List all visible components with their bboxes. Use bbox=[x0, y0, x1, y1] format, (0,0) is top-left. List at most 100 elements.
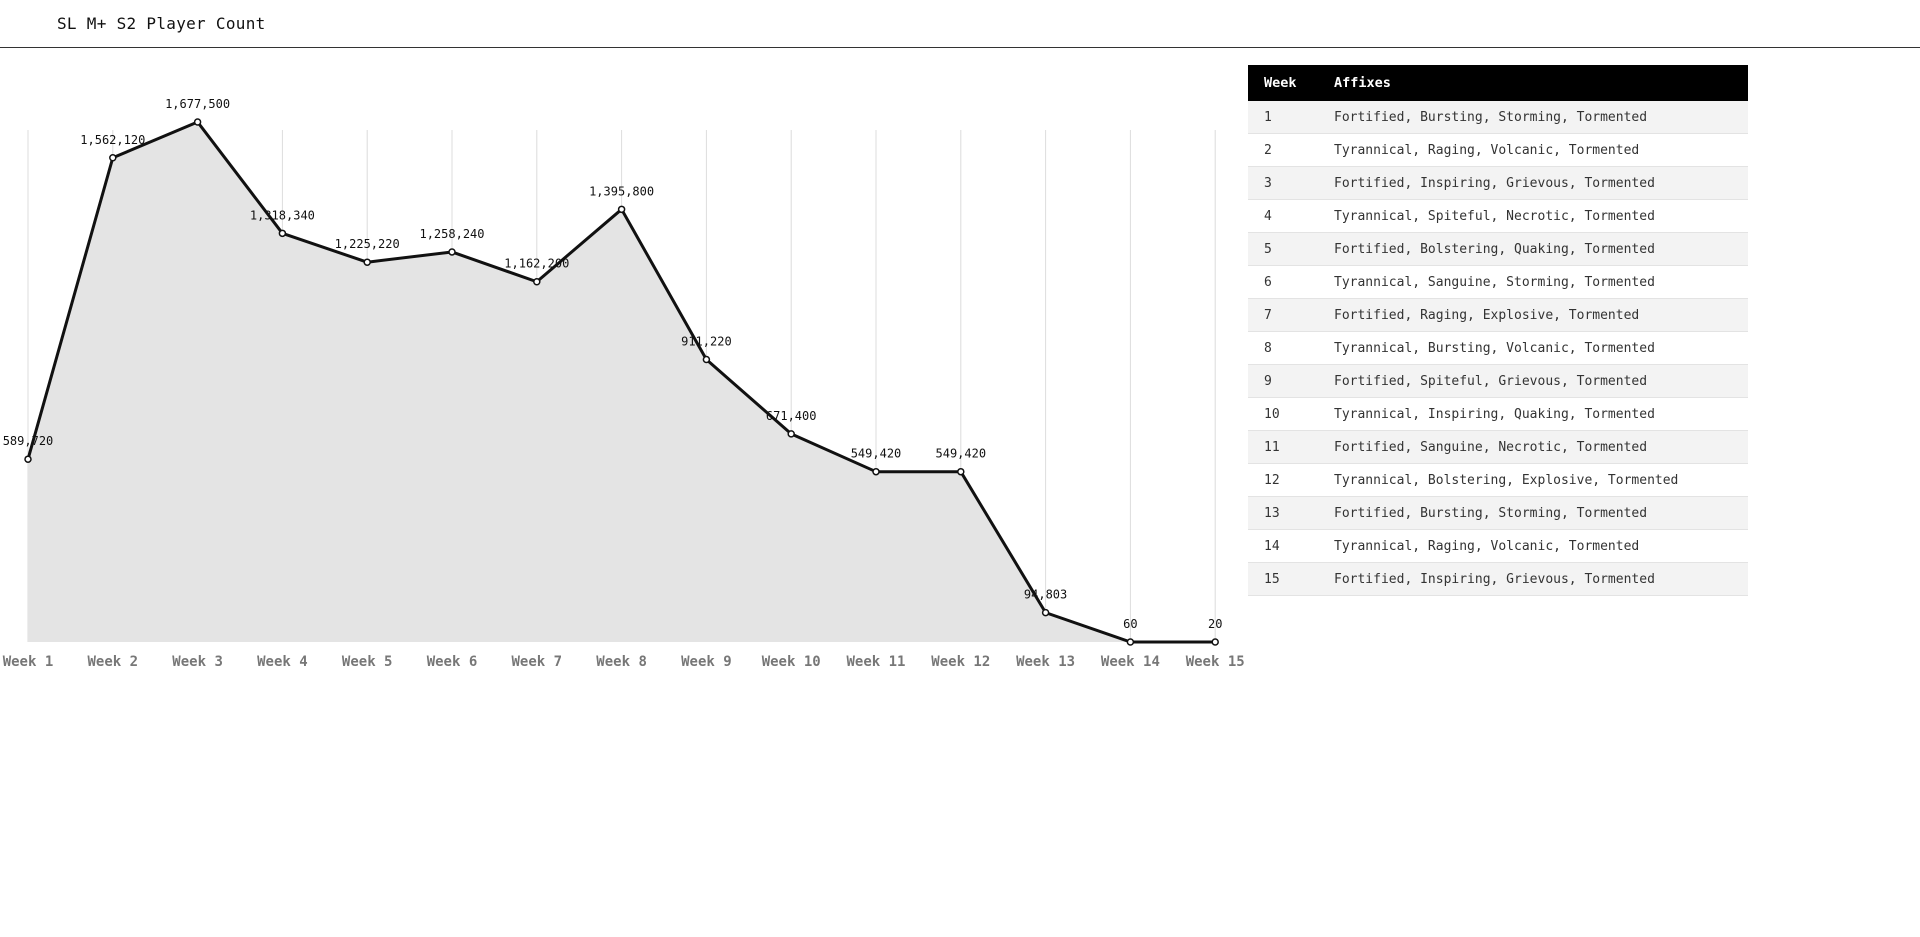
week-cell: 9 bbox=[1248, 364, 1334, 398]
data-point bbox=[702, 355, 711, 364]
chart-svg: 589,720 1,562,120 1,677,500 1,318,340 1,225,… bbox=[3, 97, 1245, 670]
x-tick-label: Week 2 bbox=[88, 654, 139, 670]
data-label: 94,803 bbox=[1024, 588, 1067, 602]
table-row: 11 Fortified, Sanguine, Necrotic, Torment… bbox=[1248, 430, 1748, 464]
affixes-cell: Fortified, Spiteful, Grievous, Tormented bbox=[1334, 364, 1748, 398]
data-label: 1,225,220 bbox=[335, 237, 400, 251]
data-label: 1,318,340 bbox=[250, 208, 315, 222]
table-row: 7 Fortified, Raging, Explosive, Tormented bbox=[1248, 298, 1748, 332]
page-title: SL M+ S2 Player Count bbox=[57, 14, 266, 33]
x-tick-label: Week 9 bbox=[681, 654, 732, 670]
data-point bbox=[872, 467, 880, 476]
affix-table-body: 1 Fortified, Bursting, Storming, Tormente… bbox=[1248, 101, 1748, 596]
x-tick-label: Week 14 bbox=[1101, 654, 1160, 670]
data-label: 671,400 bbox=[766, 409, 817, 423]
table-row: 10 Tyrannical, Inspiring, Quaking, Tormen… bbox=[1248, 397, 1748, 431]
chart-x-axis: Week 1 Week 2 Week 3 Week 4 Week 5 Week 6 Week… bbox=[3, 654, 1245, 670]
data-label: 1,395,800 bbox=[589, 184, 654, 198]
x-tick-label: Week 12 bbox=[931, 654, 990, 670]
table-row: 15 Fortified, Inspiring, Grievous, Tormen… bbox=[1248, 562, 1748, 596]
data-label: 1,258,240 bbox=[419, 227, 484, 241]
chart-area-fill bbox=[28, 122, 1216, 642]
affixes-cell: Fortified, Bursting, Storming, Tormented bbox=[1334, 101, 1748, 134]
affixes-cell: Tyrannical, Raging, Volcanic, Tormented bbox=[1334, 529, 1748, 563]
table-row: 5 Fortified, Bolstering, Quaking, Torment… bbox=[1248, 232, 1748, 266]
data-point bbox=[448, 248, 456, 256]
table-row: 1 Fortified, Bursting, Storming, Tormente… bbox=[1248, 101, 1748, 134]
x-tick-label: Week 1 bbox=[3, 654, 54, 670]
data-label: 1,677,500 bbox=[165, 97, 230, 111]
affixes-cell: Tyrannical, Raging, Volcanic, Tormented bbox=[1334, 133, 1748, 167]
week-cell: 5 bbox=[1248, 232, 1334, 266]
data-point bbox=[533, 277, 541, 286]
affixes-cell: Tyrannical, Sanguine, Storming, Tormente… bbox=[1334, 265, 1748, 299]
affixes-cell: Tyrannical, Spiteful, Necrotic, Tormente… bbox=[1334, 199, 1748, 233]
week-cell: 11 bbox=[1248, 430, 1334, 464]
x-tick-label: Week 15 bbox=[1186, 654, 1245, 670]
table-row: 2 Tyrannical, Raging, Volcanic, Tormented bbox=[1248, 133, 1748, 167]
data-point bbox=[278, 229, 287, 238]
data-label: 1,162,200 bbox=[504, 257, 569, 271]
x-tick-label: Week 11 bbox=[846, 654, 905, 670]
week-cell: 13 bbox=[1248, 496, 1334, 530]
data-label: 549,420 bbox=[851, 447, 902, 461]
affixes-cell: Fortified, Sanguine, Necrotic, Tormented bbox=[1334, 430, 1748, 464]
data-label: 60 bbox=[1123, 617, 1137, 631]
data-point bbox=[109, 154, 117, 162]
data-point bbox=[787, 430, 795, 438]
week-cell: 4 bbox=[1248, 199, 1334, 233]
affixes-cell: Fortified, Raging, Explosive, Tormented bbox=[1334, 298, 1748, 332]
data-point bbox=[1041, 608, 1050, 617]
data-point bbox=[193, 118, 202, 126]
x-tick-label: Week 5 bbox=[342, 654, 393, 670]
affix-table-header-row: Week Affixes bbox=[1248, 65, 1748, 101]
column-header-week: Week bbox=[1264, 75, 1297, 91]
x-tick-label: Week 4 bbox=[257, 654, 308, 670]
affixes-cell: Fortified, Bolstering, Quaking, Tormente… bbox=[1334, 232, 1748, 266]
x-tick-label: Week 8 bbox=[596, 654, 647, 670]
table-row: 6 Tyrannical, Sanguine, Storming, Torment… bbox=[1248, 265, 1748, 299]
week-cell: 7 bbox=[1248, 298, 1334, 332]
table-row: 4 Tyrannical, Spiteful, Necrotic, Torment… bbox=[1248, 199, 1748, 233]
data-label: 20 bbox=[1208, 617, 1222, 631]
week-cell: 2 bbox=[1248, 133, 1334, 167]
table-row: 13 Fortified, Bursting, Storming, Torment… bbox=[1248, 496, 1748, 530]
affixes-cell: Fortified, Bursting, Storming, Tormented bbox=[1334, 496, 1748, 530]
x-tick-label: Week 10 bbox=[762, 654, 821, 670]
week-cell: 14 bbox=[1248, 529, 1334, 563]
chart-points bbox=[24, 118, 1219, 646]
week-cell: 1 bbox=[1248, 101, 1334, 134]
week-cell: 15 bbox=[1248, 562, 1334, 596]
week-cell: 3 bbox=[1248, 166, 1334, 200]
table-row: 3 Fortified, Inspiring, Grievous, Torment… bbox=[1248, 166, 1748, 200]
week-cell: 12 bbox=[1248, 463, 1334, 497]
week-cell: 6 bbox=[1248, 265, 1334, 299]
data-label: 911,220 bbox=[681, 335, 732, 349]
table-row: 8 Tyrannical, Bursting, Volcanic, Torment… bbox=[1248, 331, 1748, 365]
data-point bbox=[1126, 638, 1135, 646]
table-row: 9 Fortified, Spiteful, Grievous, Tormente… bbox=[1248, 364, 1748, 398]
table-row: 12 Tyrannical, Bolstering, Explosive, Tor… bbox=[1248, 463, 1748, 497]
data-point bbox=[957, 467, 965, 476]
data-point bbox=[1211, 638, 1219, 646]
x-tick-label: Week 13 bbox=[1016, 654, 1075, 670]
data-label: 549,420 bbox=[936, 447, 987, 461]
affixes-cell: Tyrannical, Bolstering, Explosive, Torme… bbox=[1334, 463, 1748, 497]
affixes-cell: Tyrannical, Inspiring, Quaking, Tormente… bbox=[1334, 397, 1748, 431]
week-cell: 8 bbox=[1248, 331, 1334, 365]
page-header: SL M+ S2 Player Count bbox=[0, 0, 1920, 48]
data-point bbox=[24, 455, 32, 463]
data-label: 589,720 bbox=[3, 434, 54, 448]
x-tick-label: Week 6 bbox=[427, 654, 478, 670]
affixes-cell: Fortified, Inspiring, Grievous, Tormente… bbox=[1334, 562, 1748, 596]
x-tick-label: Week 3 bbox=[172, 654, 223, 670]
x-tick-label: Week 7 bbox=[512, 654, 563, 670]
affixes-cell: Fortified, Inspiring, Grievous, Tormente… bbox=[1334, 166, 1748, 200]
affix-table-container: Week Affixes 1 Fortified, Bursting, Storm… bbox=[1248, 65, 1748, 596]
data-label: 1,562,120 bbox=[80, 133, 145, 147]
data-point bbox=[363, 258, 371, 266]
table-row: 14 Tyrannical, Raging, Volcanic, Tormente… bbox=[1248, 529, 1748, 563]
week-cell: 10 bbox=[1248, 397, 1334, 431]
affix-table: Week Affixes 1 Fortified, Bursting, Storm… bbox=[1248, 65, 1748, 596]
player-count-chart: 589,720 1,562,120 1,677,500 1,318,340 1,225,… bbox=[0, 48, 1250, 688]
